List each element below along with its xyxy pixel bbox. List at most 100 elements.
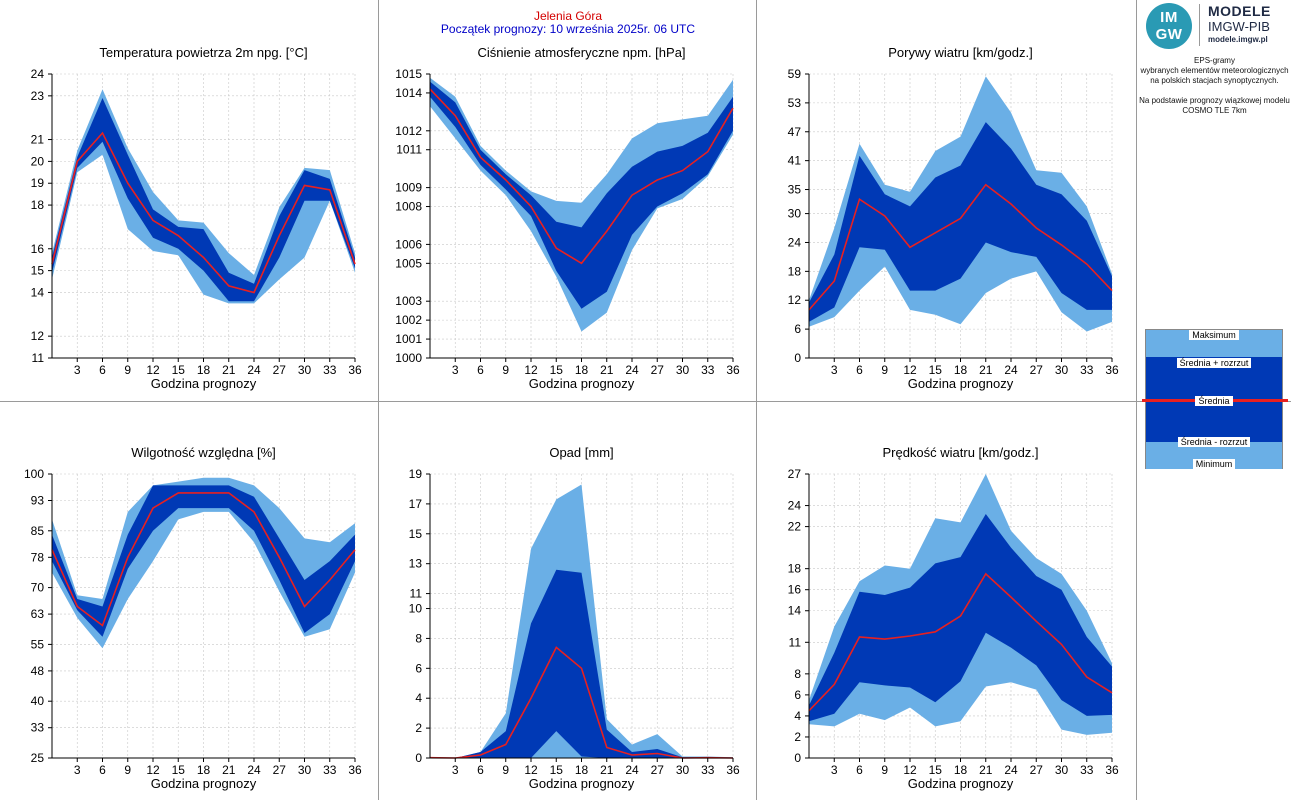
x-tick-label: 27 [273, 763, 287, 777]
x-tick-label: 6 [856, 763, 863, 777]
y-tick-label: 18 [788, 562, 802, 576]
x-tick-label: 27 [273, 363, 287, 377]
y-tick-label: 14 [788, 604, 802, 618]
y-tick-label: 27 [788, 467, 802, 481]
side-info-line [1138, 86, 1291, 96]
x-tick-label: 18 [954, 363, 968, 377]
logo-badge-top: IM [1160, 9, 1178, 26]
x-tick-label: 30 [676, 763, 690, 777]
y-tick-label: 17 [409, 497, 423, 511]
y-tick-label: 24 [31, 67, 45, 81]
x-tick-label: 27 [1030, 763, 1044, 777]
imgw-logo: IM GW MODELE IMGW-PIB modele.imgw.pl [1142, 0, 1291, 58]
y-tick-label: 48 [31, 664, 45, 678]
y-tick-label: 12 [788, 293, 802, 307]
y-tick-label: 35 [788, 183, 802, 197]
logo-title: MODELE [1208, 3, 1271, 19]
y-tick-label: 16 [31, 242, 45, 256]
chart-title: Temperatura powietrza 2m npg. [°C] [99, 45, 307, 60]
x-tick-label: 18 [954, 763, 968, 777]
legend-min-text: Minimum [1192, 459, 1236, 469]
y-tick-label: 10 [409, 602, 423, 616]
x-tick-label: 36 [348, 363, 362, 377]
y-tick-label: 0 [794, 751, 801, 765]
y-tick-label: 6 [794, 322, 801, 336]
y-tick-label: 8 [415, 631, 422, 645]
y-tick-label: 14 [31, 285, 45, 299]
x-tick-label: 9 [124, 763, 131, 777]
y-tick-label: 19 [31, 176, 45, 190]
y-tick-label: 2 [794, 730, 801, 744]
chart-4: 3 6 9 12 15 18 21 24 27 30 33 362533404855637078859… [24, 445, 362, 791]
x-tick-label: 30 [1055, 363, 1069, 377]
y-tick-label: 1015 [395, 67, 422, 81]
y-tick-label: 12 [31, 329, 45, 343]
band-mean-spread [430, 569, 733, 758]
y-tick-label: 4 [794, 709, 801, 723]
x-tick-label: 15 [172, 763, 186, 777]
x-tick-label: 21 [222, 763, 236, 777]
x-tick-label: 18 [575, 763, 589, 777]
y-tick-label: 6 [794, 688, 801, 702]
y-tick-label: 20 [31, 154, 45, 168]
side-info-line: COSMO TLE 7km [1182, 106, 1247, 115]
band-mean-spread [809, 514, 1112, 722]
y-tick-label: 1000 [395, 351, 422, 365]
y-tick-label: 24 [788, 499, 802, 513]
x-tick-label: 6 [856, 363, 863, 377]
y-tick-label: 41 [788, 154, 802, 168]
mean-line [51, 131, 356, 294]
y-tick-label: 11 [410, 587, 423, 601]
x-tick-label: 9 [502, 763, 509, 777]
y-tick-label: 22 [788, 520, 802, 534]
x-tick-label: 21 [600, 763, 614, 777]
legend-max-text: Maksimum [1189, 330, 1239, 340]
y-tick-label: 93 [31, 494, 45, 508]
side-description: EPS-gramy wybranych elementów meteorolog… [1138, 56, 1291, 116]
y-tick-label: 1001 [395, 332, 422, 346]
x-tick-label: 12 [903, 363, 917, 377]
y-tick-label: 55 [31, 637, 45, 651]
x-tick-label: 33 [701, 763, 715, 777]
y-tick-label: 15 [31, 264, 45, 278]
x-tick-label: 24 [625, 363, 639, 377]
x-tick-label: 12 [903, 763, 917, 777]
y-tick-label: 30 [788, 207, 802, 221]
side-info-line: na polskich stacjach synoptycznych. [1150, 76, 1279, 85]
x-tick-label: 3 [452, 363, 459, 377]
x-tick-label: 33 [701, 363, 715, 377]
y-tick-label: 0 [794, 351, 801, 365]
y-tick-label: 40 [31, 694, 45, 708]
x-tick-label: 9 [124, 363, 131, 377]
x-axis-label: Godzina prognozy [529, 776, 635, 791]
forecast-start-label: Początek prognozy: 10 września 2025r. 06… [440, 22, 696, 36]
x-axis-label: Godzina prognozy [908, 376, 1014, 391]
y-tick-label: 8 [794, 667, 801, 681]
x-tick-label: 18 [197, 763, 211, 777]
y-tick-label: 1012 [395, 124, 422, 138]
y-tick-label: 4 [415, 691, 422, 705]
x-tick-label: 36 [726, 363, 740, 377]
chart-title: Wilgotność względna [%] [131, 445, 276, 460]
x-tick-label: 36 [1105, 763, 1119, 777]
y-tick-label: 47 [788, 125, 802, 139]
y-tick-label: 85 [31, 524, 45, 538]
mean-line [808, 572, 1113, 712]
x-axis-label: Godzina prognozy [529, 376, 635, 391]
x-tick-label: 6 [477, 763, 484, 777]
logo-url: modele.imgw.pl [1208, 35, 1268, 44]
x-tick-label: 9 [502, 363, 509, 377]
chart-title: Prędkość wiatru [km/godz.] [882, 445, 1038, 460]
y-tick-label: 1002 [395, 313, 422, 327]
x-tick-label: 12 [524, 363, 538, 377]
x-tick-label: 33 [1080, 763, 1094, 777]
legend: Maksimum Średnia + rozrzut Średnia Średn… [1142, 329, 1288, 469]
x-tick-label: 30 [298, 763, 312, 777]
x-tick-label: 18 [575, 363, 589, 377]
y-tick-label: 18 [31, 198, 45, 212]
band-mean-spread [52, 98, 355, 302]
logo-divider [1199, 4, 1200, 46]
mean-line [51, 492, 356, 627]
mean-line [429, 88, 734, 265]
